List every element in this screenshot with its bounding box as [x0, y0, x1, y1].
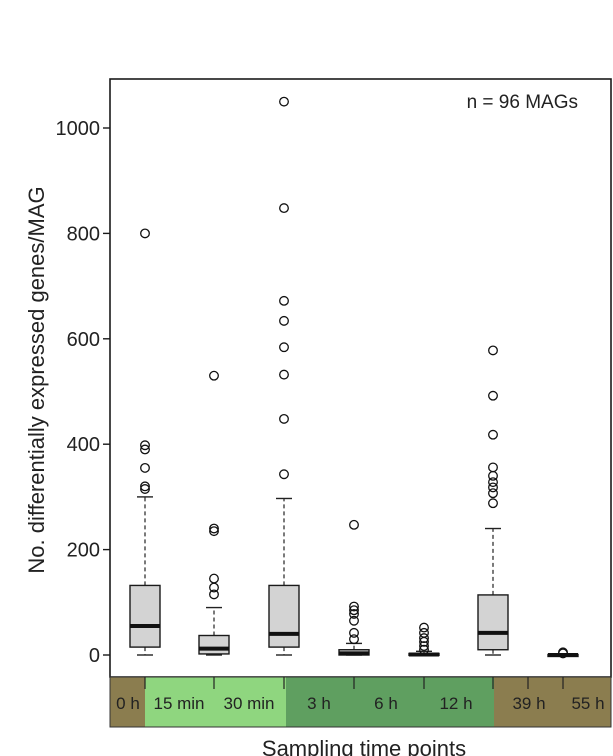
outlier-point: [279, 469, 289, 480]
time-bar-border: [109, 676, 612, 728]
outlier-point: [488, 470, 498, 481]
outlier-point: [419, 627, 429, 638]
outlier-point: [488, 498, 498, 509]
outlier-point: [279, 96, 289, 107]
outlier-point: [488, 462, 498, 473]
y-tick-label: 200: [67, 540, 100, 562]
sample-size-annotation: n = 96 MAGs: [467, 92, 578, 113]
outlier-point: [419, 641, 429, 651]
outlier-point: [558, 647, 568, 658]
time-point-bar: 0 h 15 min 30 min 3 h 6 h 12 h 39 h 55 h: [109, 676, 612, 728]
iqr-box: [268, 584, 300, 648]
y-axis-label: No. differentially expressed genes/MAG: [24, 186, 49, 573]
outlier-point: [209, 526, 219, 537]
plot-frame: [109, 78, 612, 678]
box-group: [129, 228, 161, 656]
x-tick-label: 30 min: [223, 694, 274, 713]
outlier-point: [488, 429, 498, 440]
x-tick-label: 3 h: [307, 694, 331, 713]
box-group: [268, 96, 300, 656]
outlier-point: [488, 345, 498, 356]
y-tick-label: 600: [67, 329, 100, 351]
x-tick-label: 12 h: [439, 694, 472, 713]
y-axis-ticks: 0 200 400 600 800 1000: [56, 118, 110, 667]
outlier-point: [349, 634, 359, 645]
outlier-point: [488, 477, 498, 488]
box-group: [338, 519, 370, 656]
outlier-point: [140, 228, 150, 239]
outlier-point: [209, 523, 219, 534]
time-segment: [145, 677, 286, 727]
outlier-point: [419, 633, 429, 644]
box-group: [477, 345, 509, 656]
outlier-point: [140, 444, 150, 455]
outlier-point: [488, 482, 498, 493]
outlier-point: [349, 627, 359, 638]
outlier-point: [349, 608, 359, 619]
iqr-box: [477, 594, 509, 651]
y-tick-label: 0: [89, 645, 100, 667]
outlier-point: [349, 615, 359, 626]
outlier-point: [279, 342, 289, 353]
outlier-point: [140, 462, 150, 473]
outlier-point: [279, 315, 289, 326]
outlier-point: [419, 622, 429, 633]
iqr-box: [198, 634, 230, 655]
outlier-point: [279, 413, 289, 424]
x-tick-label: 55 h: [571, 694, 604, 713]
time-segment: [286, 677, 494, 727]
x-tick-label: 15 min: [153, 694, 204, 713]
outlier-point: [140, 481, 150, 492]
box-group: [408, 622, 440, 657]
outlier-point: [349, 605, 359, 616]
y-tick-label: 1000: [56, 118, 101, 140]
time-segment: [110, 677, 145, 727]
y-tick-label: 800: [67, 223, 100, 245]
boxplot-series: [129, 96, 579, 659]
box-group: [547, 647, 579, 659]
outlier-point: [140, 484, 150, 494]
y-tick-label: 400: [67, 434, 100, 456]
x-axis-label: Sampling time points: [262, 736, 466, 756]
outlier-point: [209, 589, 219, 600]
outlier-point: [279, 295, 289, 306]
outlier-point: [419, 644, 429, 655]
outlier-point: [209, 370, 219, 381]
box-group: [198, 370, 230, 656]
outlier-point: [349, 601, 359, 612]
outlier-point: [488, 488, 498, 499]
x-tick-label: 39 h: [512, 694, 545, 713]
x-tick-label: 6 h: [374, 694, 398, 713]
iqr-box: [129, 584, 161, 648]
outlier-point: [279, 203, 289, 214]
outlier-point: [488, 390, 498, 401]
outlier-point: [349, 519, 359, 530]
outlier-point: [140, 440, 150, 451]
x-tick-label: 0 h: [116, 694, 140, 713]
outlier-point: [279, 369, 289, 380]
time-segment: [494, 677, 611, 727]
outlier-point: [209, 573, 219, 584]
